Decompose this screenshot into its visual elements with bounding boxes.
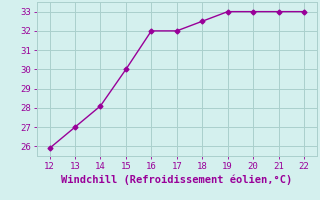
X-axis label: Windchill (Refroidissement éolien,°C): Windchill (Refroidissement éolien,°C) [61,175,292,185]
